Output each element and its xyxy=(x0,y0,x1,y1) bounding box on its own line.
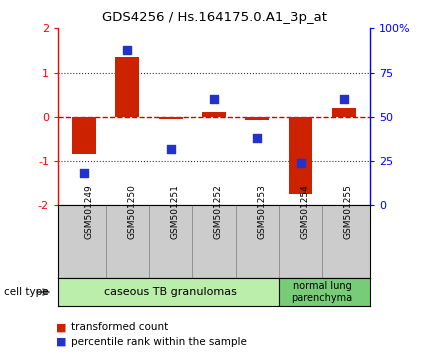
Bar xyxy=(246,117,269,120)
Text: GSM501250: GSM501250 xyxy=(127,184,136,239)
Point xyxy=(211,96,217,102)
Text: normal lung
parenchyma: normal lung parenchyma xyxy=(292,281,353,303)
Text: GSM501249: GSM501249 xyxy=(84,184,93,239)
Text: caseous TB granulomas: caseous TB granulomas xyxy=(104,287,237,297)
Point xyxy=(297,160,304,166)
Bar xyxy=(332,108,356,117)
Text: ■: ■ xyxy=(56,322,66,332)
Point xyxy=(167,146,174,152)
Bar xyxy=(72,117,96,154)
Text: GSM501252: GSM501252 xyxy=(214,184,223,239)
Text: GSM501253: GSM501253 xyxy=(257,184,266,239)
Point xyxy=(341,96,347,102)
Point xyxy=(124,47,131,52)
Text: GSM501254: GSM501254 xyxy=(301,184,310,239)
Text: transformed count: transformed count xyxy=(71,322,168,332)
Text: cell type: cell type xyxy=(4,287,49,297)
Point xyxy=(254,135,261,141)
Bar xyxy=(202,113,226,117)
Text: GSM501251: GSM501251 xyxy=(171,184,180,239)
Text: GDS4256 / Hs.164175.0.A1_3p_at: GDS4256 / Hs.164175.0.A1_3p_at xyxy=(102,11,328,24)
Bar xyxy=(115,57,139,117)
Point xyxy=(80,171,87,176)
Text: percentile rank within the sample: percentile rank within the sample xyxy=(71,337,247,347)
Text: GSM501255: GSM501255 xyxy=(344,184,353,239)
Text: ■: ■ xyxy=(56,337,66,347)
Bar xyxy=(279,278,370,306)
Bar xyxy=(289,117,313,194)
Bar xyxy=(159,117,182,119)
